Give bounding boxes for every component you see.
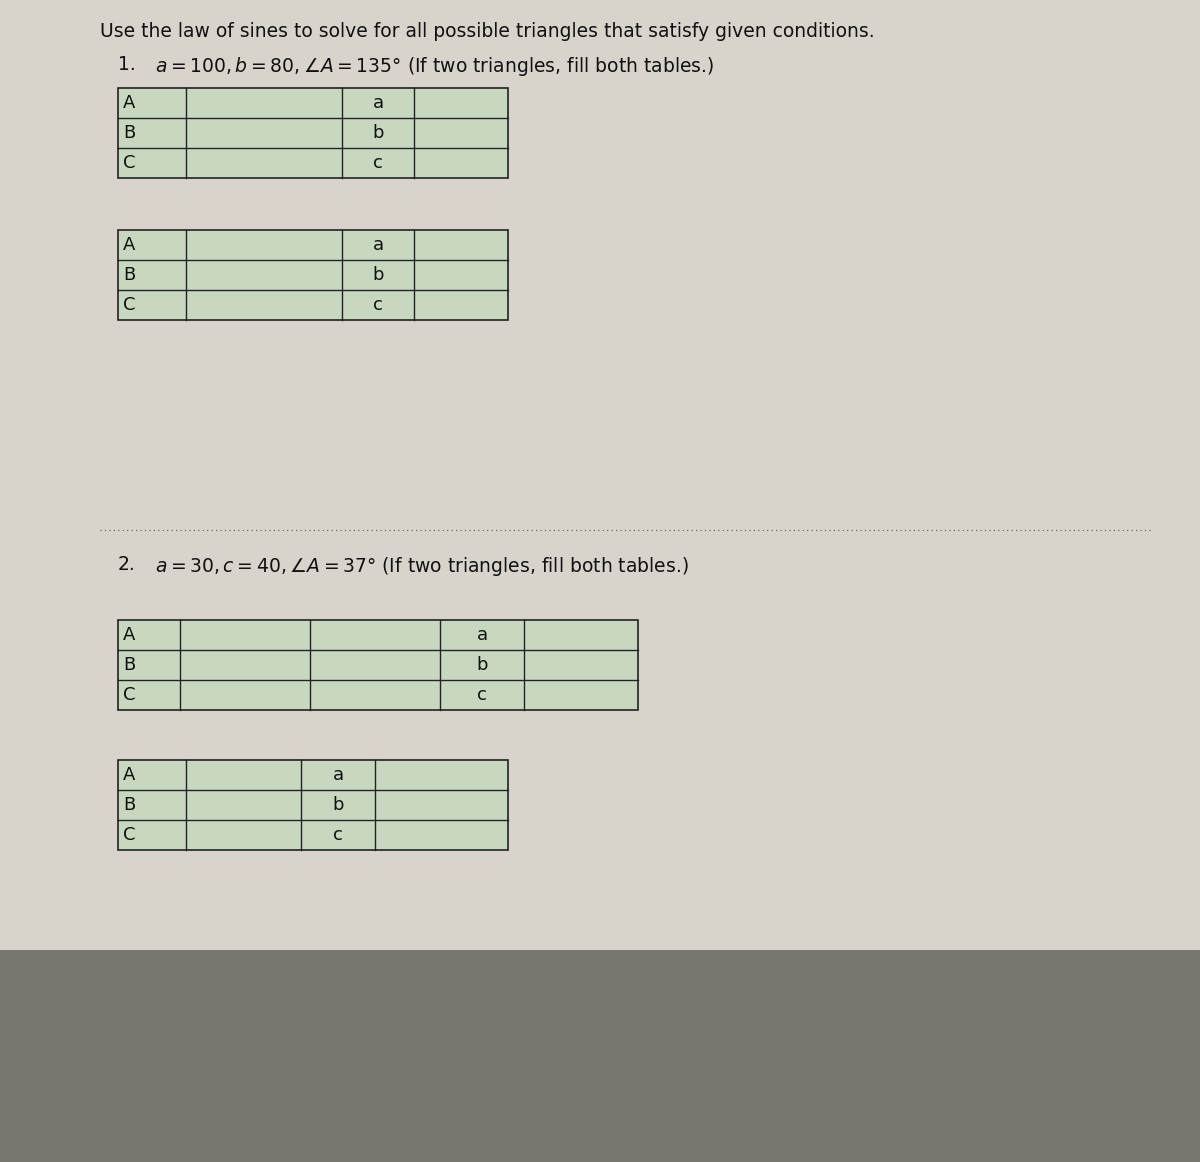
- Text: Use the law of sines to solve for all possible triangles that satisfy given cond: Use the law of sines to solve for all po…: [100, 22, 875, 41]
- Bar: [118, 621, 638, 710]
- Text: 2.: 2.: [118, 555, 136, 574]
- Text: c: c: [373, 296, 383, 314]
- Text: B: B: [124, 124, 136, 142]
- Text: b: b: [372, 266, 384, 284]
- Bar: [118, 230, 508, 320]
- Text: $a=30,c=40,\angle A=37°$ (If two triangles, fill both tables.): $a=30,c=40,\angle A=37°$ (If two triangl…: [155, 555, 689, 578]
- Text: a: a: [332, 766, 344, 784]
- Bar: [0, 0, 1200, 951]
- Text: B: B: [124, 657, 136, 674]
- Text: a: a: [476, 626, 487, 644]
- Text: C: C: [124, 296, 136, 314]
- Bar: [118, 760, 508, 849]
- Text: C: C: [124, 155, 136, 172]
- Text: c: c: [334, 826, 343, 844]
- Text: a: a: [373, 236, 384, 254]
- Text: a: a: [373, 94, 384, 112]
- Text: A: A: [124, 236, 136, 254]
- Text: A: A: [124, 766, 136, 784]
- Text: b: b: [476, 657, 487, 674]
- Text: A: A: [124, 94, 136, 112]
- Bar: [0, 951, 1200, 1162]
- Text: B: B: [124, 796, 136, 815]
- Text: A: A: [124, 626, 136, 644]
- Text: C: C: [124, 826, 136, 844]
- Text: C: C: [124, 686, 136, 704]
- Text: b: b: [372, 124, 384, 142]
- Text: B: B: [124, 266, 136, 284]
- Text: c: c: [478, 686, 487, 704]
- Text: $a=100,b=80,\angle A=135°$ (If two triangles, fill both tables.): $a=100,b=80,\angle A=135°$ (If two trian…: [155, 55, 714, 78]
- Text: 1.: 1.: [118, 55, 136, 74]
- Text: c: c: [373, 155, 383, 172]
- Text: b: b: [332, 796, 344, 815]
- Bar: [118, 88, 508, 178]
